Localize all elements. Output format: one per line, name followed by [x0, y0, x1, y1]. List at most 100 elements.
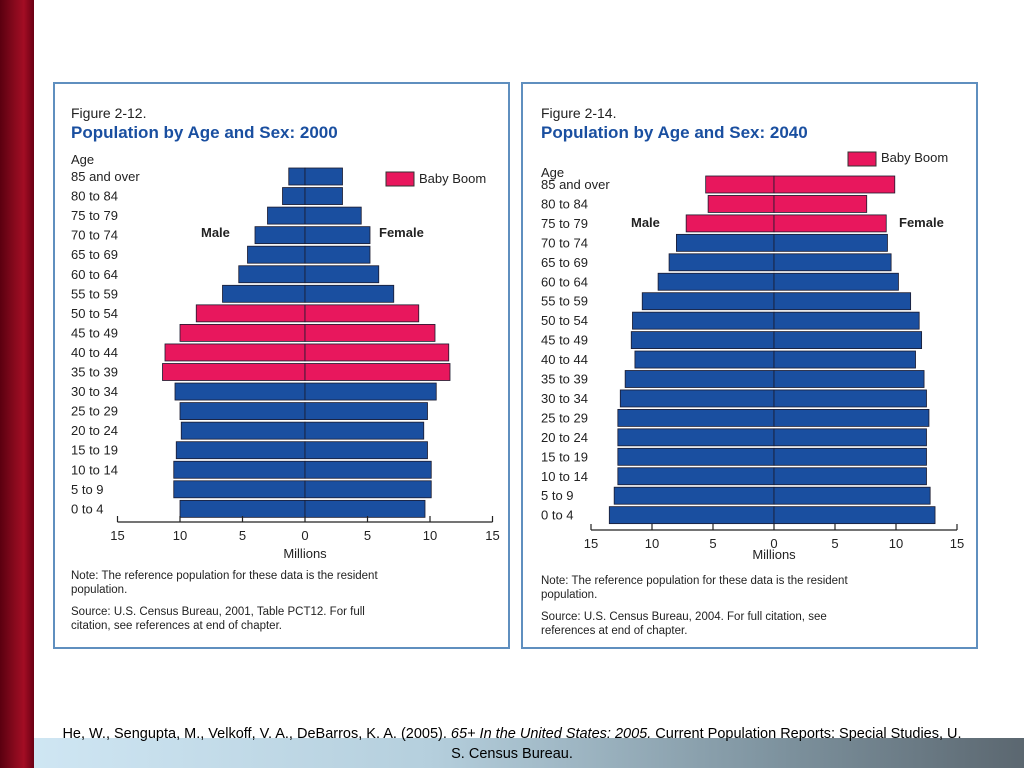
- age-axis-header: Age: [71, 152, 94, 167]
- bar-female: [304, 167, 343, 186]
- bar-female: [773, 331, 923, 350]
- bar-male: [608, 506, 775, 525]
- bar-male: [267, 206, 306, 225]
- x-tick-label: 15: [110, 528, 124, 543]
- bar-male: [174, 382, 306, 401]
- bar-male: [162, 363, 306, 381]
- bar-female: [304, 421, 425, 440]
- age-group-label: 45 to 49: [71, 325, 118, 340]
- x-tick-label: 15: [950, 536, 964, 551]
- age-group-label: 45 to 49: [541, 333, 588, 348]
- age-group-label: 50 to 54: [541, 313, 588, 328]
- male-label: Male: [631, 215, 660, 230]
- citation-text: He, W., Sengupta, M., Velkoff, V. A., De…: [60, 724, 964, 764]
- age-group-label: 85 and over: [71, 169, 140, 184]
- bar-male: [619, 389, 775, 408]
- bar-male: [705, 175, 775, 194]
- note-text: Note: The reference population for these…: [71, 570, 378, 596]
- x-axis-label: Millions: [283, 546, 327, 561]
- age-group-label: 30 to 34: [541, 391, 588, 406]
- bar-male: [179, 499, 306, 518]
- bar-male: [668, 253, 775, 272]
- citation-title: 65+ In the United States: 2005.: [450, 726, 652, 742]
- note-text: Note: The reference population for these…: [541, 575, 848, 601]
- bar-male: [222, 284, 306, 303]
- source-text: Source: U.S. Census Bureau, 2004. For fu…: [541, 611, 827, 637]
- bar-female: [304, 304, 420, 323]
- bar-female: [304, 480, 432, 499]
- age-group-label: 55 to 59: [71, 286, 118, 301]
- x-tick-label: 15: [485, 528, 499, 543]
- bar-female: [773, 195, 868, 213]
- age-group-label: 25 to 29: [541, 410, 588, 425]
- bar-female: [304, 323, 436, 342]
- age-group-label: 10 to 14: [71, 462, 118, 477]
- bar-female: [304, 499, 426, 518]
- bar-female: [773, 370, 925, 388]
- x-tick-label: 0: [301, 528, 308, 543]
- bar-male: [632, 311, 775, 330]
- bar-male: [675, 233, 775, 252]
- bar-male: [617, 467, 775, 486]
- bar-male: [173, 460, 306, 479]
- bar-male: [179, 323, 306, 342]
- bar-female: [304, 382, 437, 401]
- age-group-label: 35 to 39: [541, 372, 588, 387]
- age-group-label: 60 to 64: [71, 267, 118, 282]
- bar-male: [617, 447, 775, 466]
- age-group-label: 35 to 39: [71, 365, 118, 380]
- bar-female: [304, 343, 450, 362]
- age-group-label: 50 to 54: [71, 306, 118, 321]
- bar-male: [179, 402, 306, 421]
- bar-female: [773, 311, 920, 330]
- bar-female: [304, 187, 343, 205]
- age-group-label: 0 to 4: [71, 501, 104, 516]
- source-text: Source: U.S. Census Bureau, 2001, Table …: [71, 606, 365, 632]
- bar-female: [304, 441, 428, 460]
- age-group-label: 10 to 14: [541, 469, 588, 484]
- age-group-label: 15 to 19: [71, 443, 118, 458]
- bar-female: [773, 175, 896, 194]
- male-label: Male: [201, 225, 230, 240]
- bar-male: [288, 167, 306, 186]
- age-group-label: 85 and over: [541, 177, 610, 192]
- female-label: Female: [379, 225, 424, 240]
- bar-male: [613, 486, 775, 505]
- bar-male: [238, 265, 306, 284]
- x-tick-label: 5: [364, 528, 371, 543]
- age-group-label: 70 to 74: [541, 235, 588, 250]
- citation-authors: He, W., Sengupta, M., Velkoff, V. A., De…: [62, 726, 451, 742]
- bar-female: [773, 253, 892, 272]
- bar-female: [304, 402, 428, 421]
- bar-female: [773, 272, 899, 291]
- bar-male: [624, 370, 775, 388]
- legend-baby-boom-label: Baby Boom: [881, 150, 948, 165]
- female-label: Female: [899, 215, 944, 230]
- bar-female: [773, 292, 912, 311]
- figure-2-12-panel: Figure 2-12. Population by Age and Sex: 2…: [53, 82, 510, 649]
- bar-male: [630, 331, 775, 350]
- bar-female: [304, 206, 362, 225]
- bottom-accent-bar: [34, 738, 1024, 768]
- bar-male: [641, 292, 775, 311]
- age-group-label: 25 to 29: [71, 404, 118, 419]
- age-group-label: 5 to 9: [71, 482, 104, 497]
- x-tick-label: 0: [770, 536, 777, 551]
- figure-label: Figure 2-12.: [71, 105, 146, 121]
- x-tick-label: 5: [709, 536, 716, 551]
- age-group-label: 75 to 79: [541, 216, 588, 231]
- age-group-label: 30 to 34: [71, 384, 118, 399]
- bar-male: [657, 272, 775, 291]
- bar-male: [254, 226, 306, 245]
- x-tick-label: 10: [645, 536, 659, 551]
- figure-2-14-panel: Figure 2-14. Population by Age and Sex: 2…: [521, 82, 978, 649]
- left-accent-bar: [0, 0, 34, 768]
- age-group-label: 5 to 9: [541, 488, 574, 503]
- bar-female: [773, 350, 916, 369]
- population-pyramid-2040: Figure 2-14. Population by Age and Sex: 2…: [541, 105, 964, 637]
- bar-female: [773, 447, 927, 466]
- bar-female: [773, 467, 927, 486]
- age-group-label: 40 to 44: [541, 352, 588, 367]
- x-tick-label: 10: [423, 528, 437, 543]
- age-group-label: 70 to 74: [71, 228, 118, 243]
